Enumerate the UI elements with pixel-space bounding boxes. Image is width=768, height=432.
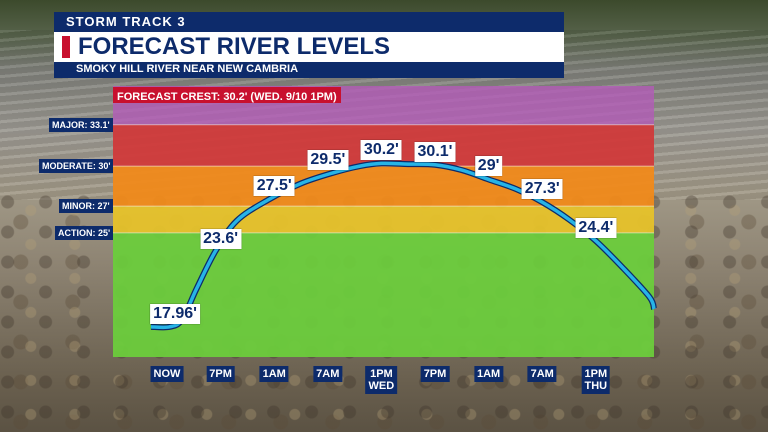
data-label: 29': [474, 156, 503, 177]
x-tick-label: 1PM THU: [581, 366, 611, 394]
data-label: 24.4': [575, 217, 617, 238]
stage-label-action: ACTION: 25': [55, 225, 114, 240]
stage-label-major: MAJOR: 33.1': [49, 117, 113, 132]
data-label: 17.96': [150, 303, 200, 324]
crest-label: FORECAST CREST: 30.2' (WED. 9/10 1PM): [117, 91, 337, 103]
stage-label-moderate: MODERATE: 30': [39, 159, 114, 174]
minor-band: [113, 166, 654, 207]
x-tick-label: 7PM: [206, 366, 235, 382]
title-bar: FORECAST RIVER LEVELS: [54, 32, 564, 62]
crest-banner: FORECAST CREST: 30.2' (WED. 9/10 1PM): [113, 87, 341, 103]
subtitle-bar: SMOKY HILL RIVER NEAR NEW CAMBRIA: [54, 62, 564, 78]
x-tick-label: 7PM: [420, 366, 450, 382]
stage-label-minor: MINOR: 27': [59, 199, 113, 214]
normal-band: [113, 232, 654, 357]
chart-title: FORECAST RIVER LEVELS: [78, 33, 391, 60]
data-label: 27.3': [521, 179, 563, 200]
x-tick-label: 7AM: [527, 366, 557, 382]
data-label: 30.2': [360, 140, 402, 161]
title-accent: [62, 36, 70, 58]
data-label: 23.6': [200, 228, 242, 249]
data-label: 30.1': [414, 141, 456, 162]
x-tick-label: 1PM WED: [365, 366, 398, 394]
x-tick-label: NOW: [150, 366, 184, 382]
x-tick-label: 1AM: [259, 366, 289, 382]
brand-label: STORM TRACK 3: [66, 14, 186, 29]
x-tick-label: 1AM: [473, 366, 504, 382]
data-label: 29.5': [307, 149, 349, 170]
brand-bar: STORM TRACK 3: [54, 12, 564, 32]
x-tick-label: 7AM: [313, 366, 343, 382]
data-label: 27.5': [253, 176, 295, 197]
chart-subtitle: SMOKY HILL RIVER NEAR NEW CAMBRIA: [76, 63, 299, 75]
